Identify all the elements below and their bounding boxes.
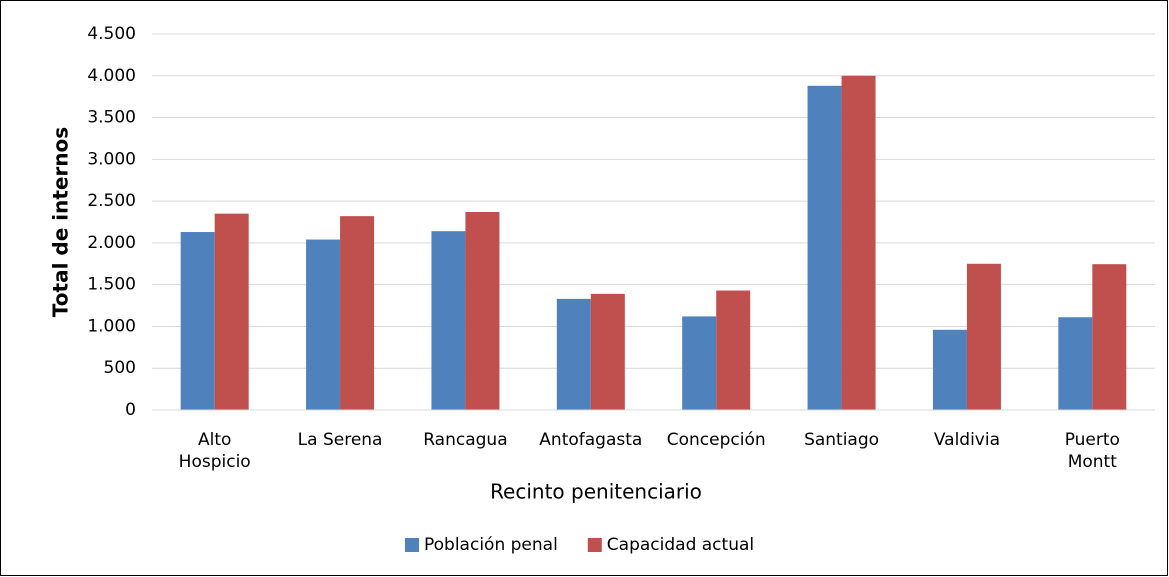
- bar: [1092, 264, 1127, 410]
- bar: [682, 316, 717, 410]
- bar: [556, 298, 591, 410]
- x-tick-label: La Serena: [298, 430, 383, 450]
- x-tick-label: Alto Hospicio: [179, 430, 251, 472]
- bar: [465, 211, 500, 410]
- y-tick-label: 2.500: [87, 191, 136, 211]
- y-tick-label: 1.000: [87, 316, 136, 336]
- x-tick-label: Concepción: [667, 430, 766, 450]
- bar: [966, 263, 1001, 410]
- y-tick-label: 0: [125, 400, 136, 420]
- bar: [590, 293, 625, 410]
- y-tick-label: 4.000: [87, 66, 136, 86]
- bar: [1058, 317, 1093, 410]
- bar: [932, 329, 967, 410]
- y-tick-label: 4.500: [87, 24, 136, 44]
- bar: [340, 216, 375, 410]
- bar: [306, 239, 341, 410]
- legend-swatch: [587, 538, 602, 552]
- bar: [807, 85, 842, 410]
- x-tick-label: Puerto Montt: [1065, 430, 1120, 472]
- bar: [716, 290, 751, 410]
- x-axis-label: Recinto penitenciario: [490, 480, 702, 504]
- x-tick-label: Antofagasta: [539, 430, 642, 450]
- y-tick-label: 2.000: [87, 233, 136, 253]
- bar: [841, 75, 876, 411]
- y-axis-label: Total de internos: [49, 127, 73, 317]
- y-tick-label: 1.500: [87, 275, 136, 295]
- x-tick-label: Valdivia: [934, 430, 1000, 450]
- legend-swatch: [405, 538, 419, 552]
- bar: [180, 232, 215, 410]
- x-tick-label: Santiago: [804, 430, 879, 450]
- legend-label: Capacidad actual: [607, 535, 754, 555]
- y-tick-label: 3.500: [87, 108, 136, 128]
- bar: [431, 231, 466, 410]
- legend-label: Población penal: [424, 535, 558, 555]
- y-tick-label: 3.000: [87, 149, 136, 169]
- y-tick-label: 500: [104, 358, 136, 378]
- bar: [214, 213, 249, 410]
- x-tick-label: Rancagua: [423, 430, 507, 450]
